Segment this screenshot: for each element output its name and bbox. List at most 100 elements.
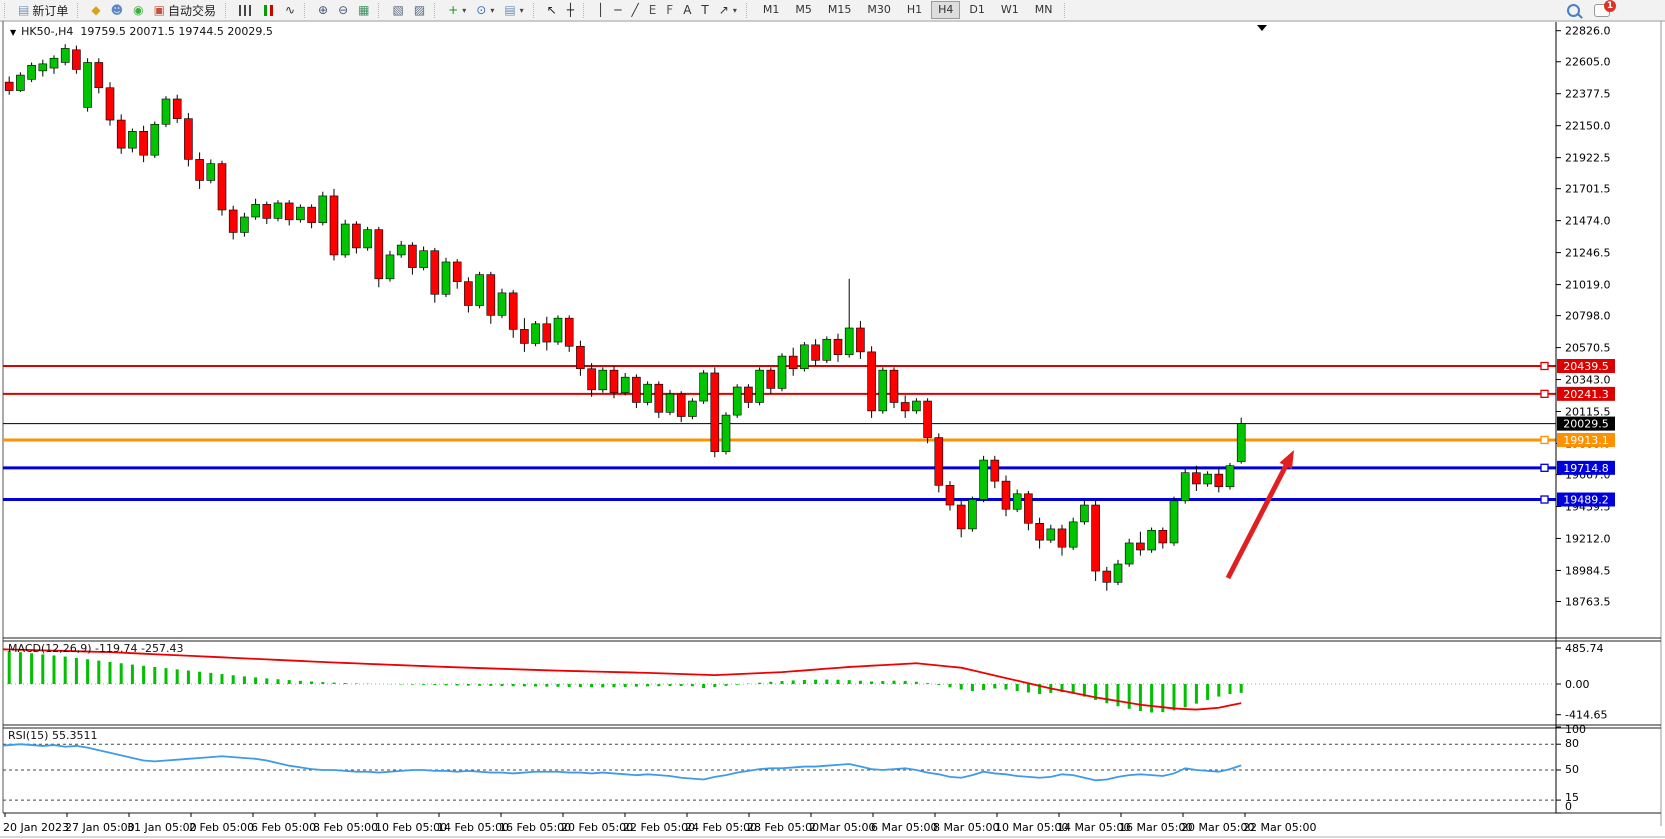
auto-trading-button[interactable]: ▣ 自动交易	[149, 0, 221, 20]
level-line-handle[interactable]	[1540, 361, 1549, 371]
rsi-name: RSI(15)	[8, 729, 49, 742]
search-icon[interactable]	[1567, 3, 1580, 17]
trend-arrow-annotation[interactable]	[1225, 450, 1294, 580]
candle-body	[889, 369, 899, 403]
line-chart-icon[interactable]: ∿	[280, 0, 300, 20]
timeframe-m1-button[interactable]: M1	[762, 3, 780, 16]
chevron-down-icon[interactable]: ▾	[490, 5, 495, 15]
equidistant-channel-icon: E	[648, 3, 657, 17]
horizontal-line-icon[interactable]: ─	[609, 0, 626, 20]
chevron-down-icon[interactable]: ▾	[519, 5, 524, 15]
time-axis-label: 10 Feb 05:00	[375, 821, 447, 834]
timeframe-mn-button[interactable]: MN	[1034, 3, 1053, 16]
timeframe-m5-button[interactable]: M5	[795, 3, 812, 16]
candle-body	[128, 130, 137, 149]
candle-body	[464, 281, 473, 306]
line-chart-icon: ∿	[284, 3, 296, 17]
text-icon[interactable]: A	[678, 0, 696, 20]
candle-body	[990, 459, 1000, 482]
text-label-icon: T	[701, 3, 709, 17]
candle-body	[396, 244, 406, 256]
candle-body	[520, 329, 529, 344]
chevron-down-icon[interactable]: ▾	[462, 5, 467, 15]
fibonacci-icon[interactable]: F	[661, 0, 678, 20]
chart-menu-triangle-icon[interactable]: ▼	[10, 28, 17, 37]
price-axis-label: 21474.0	[1565, 215, 1611, 228]
equidistant-channel-icon[interactable]: E	[644, 0, 662, 20]
candlestick-series	[4, 44, 1246, 591]
zoom-in-icon: ⊕	[318, 3, 329, 17]
price-badge-label: 19913.1	[1563, 434, 1609, 447]
cursor-icon[interactable]: ↖	[542, 0, 562, 20]
candle-body	[721, 414, 731, 452]
timeframe-m15-button[interactable]: M15	[827, 3, 852, 16]
bar-chart-icon[interactable]	[234, 0, 257, 20]
text-label-icon[interactable]: T	[696, 0, 713, 20]
add-indicator-icon[interactable]: + ▾	[443, 0, 471, 20]
crosshair-icon: ┼	[566, 3, 574, 17]
time-axis-label: 27 Jan 05:00	[65, 821, 135, 834]
chat-unread-badge: 1	[1604, 0, 1616, 12]
chat-icon[interactable]: 1	[1594, 0, 1616, 17]
level-line-handle[interactable]	[1540, 389, 1549, 398]
candle-body	[934, 437, 944, 486]
candle-body	[1169, 500, 1179, 544]
data-window-icon[interactable]: ☻	[106, 0, 129, 20]
candle-body	[72, 49, 81, 70]
candle-body	[60, 48, 70, 63]
timeframe-m30-button[interactable]: M30	[867, 3, 891, 16]
candle-body	[475, 274, 484, 306]
price-axis-label: 19212.0	[1565, 532, 1611, 545]
candle-body	[1136, 542, 1145, 551]
timeframe-h4-button[interactable]: H4	[931, 1, 961, 19]
vertical-line-icon[interactable]: │	[592, 0, 609, 20]
periods-icon[interactable]: ⊙ ▾	[471, 0, 499, 20]
timeframe-w1-button[interactable]: W1	[1000, 3, 1019, 16]
time-axis-label: 14 Feb 05:00	[437, 821, 509, 834]
candle-body	[251, 204, 260, 218]
chart-ohlc-values: 19759.5 20071.5 19744.5 20029.5	[80, 25, 273, 38]
candle-body	[1180, 472, 1190, 502]
candle-body	[710, 372, 720, 452]
zoom-out-icon[interactable]: ⊖	[333, 0, 353, 20]
new-order-button: ▤	[18, 3, 30, 17]
fibonacci-icon: F	[666, 3, 674, 17]
chart-shift-marker-icon[interactable]	[1257, 25, 1267, 31]
candlestick-chart-icon[interactable]	[257, 0, 280, 20]
price-axis-label: 22377.5	[1565, 88, 1611, 101]
trendline-icon[interactable]: ╱	[626, 0, 643, 20]
new-order-button[interactable]: ▤ 新订单	[13, 0, 73, 20]
level-line-handle[interactable]	[1540, 463, 1549, 472]
candle-body	[1091, 504, 1100, 572]
candle-body	[609, 369, 619, 393]
timeframe-h1-button[interactable]: H1	[906, 3, 923, 16]
candle-body	[945, 485, 955, 506]
market-watch-icon[interactable]: ◆	[86, 0, 105, 20]
zoom-in-icon[interactable]: ⊕	[313, 0, 333, 20]
candle-body	[822, 338, 832, 361]
price-badge-label: 19489.2	[1563, 494, 1609, 507]
arrows-icon[interactable]: ↗ ▾	[714, 0, 742, 20]
candle-body	[620, 376, 630, 393]
crosshair-icon[interactable]: ┼	[562, 0, 579, 20]
timeframe-d1-button[interactable]: D1	[969, 3, 985, 16]
candle-body	[329, 195, 339, 256]
candle-body	[856, 327, 865, 353]
level-line-handle[interactable]	[1540, 435, 1549, 445]
price-axis: 22826.0 22605.0 22377.5 22150.0 21922.5 21701…	[1556, 25, 1611, 608]
signals-icon[interactable]: ◉	[128, 0, 148, 20]
new-chart-window-icon[interactable]: ▧	[387, 0, 408, 20]
candle-body	[217, 163, 227, 211]
chevron-down-icon[interactable]: ▾	[732, 5, 737, 15]
candle-body	[1024, 493, 1033, 524]
level-line-handle[interactable]	[1540, 495, 1549, 504]
candle-body	[766, 369, 776, 389]
candle-body	[430, 250, 440, 295]
profiles-window-icon[interactable]: ▨	[409, 0, 430, 20]
templates-icon[interactable]: ▤ ▾	[499, 0, 528, 20]
tile-windows-icon[interactable]: ▦	[353, 0, 374, 20]
candle-body	[1192, 472, 1201, 485]
cursor-icon: ↖	[546, 3, 557, 17]
